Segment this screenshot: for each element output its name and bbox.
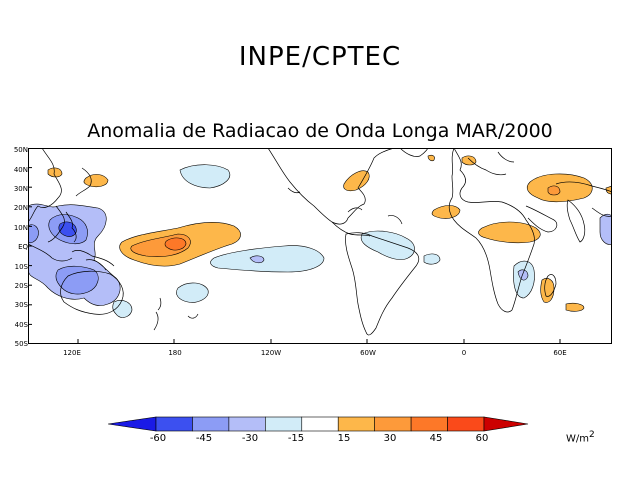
lon-label-60w: 60W xyxy=(360,349,376,357)
colorbar-segment xyxy=(155,416,193,432)
neg-anomaly-new-guinea-core xyxy=(55,265,99,295)
colorbar-low-arrow xyxy=(108,416,157,432)
colorbar-segment xyxy=(301,416,339,432)
lat-label-10n: 10N xyxy=(13,224,28,232)
neg-anomaly-india-east xyxy=(599,213,612,245)
lat-label-40n: 40N xyxy=(13,166,28,174)
neg-anomaly-eastern-pacific-band xyxy=(210,245,325,273)
pos-anomaly-madagascar xyxy=(540,278,555,303)
colorbar-segment xyxy=(265,416,303,432)
colorbar-segment xyxy=(374,416,412,432)
colorbar-units: W/m2 xyxy=(566,430,595,444)
units-power: 2 xyxy=(589,430,595,440)
colorbar-segment xyxy=(192,416,230,432)
lat-label-20s: 20S xyxy=(14,282,28,290)
colorbar-segment xyxy=(228,416,266,432)
colorbar-segment xyxy=(337,416,375,432)
pos-anomaly-japan xyxy=(83,174,109,188)
lat-label-eq: EQ xyxy=(18,243,28,251)
units-text: W/m xyxy=(566,433,589,445)
map-background xyxy=(28,148,612,344)
neg-anomaly-eastern-pacific-core xyxy=(249,255,265,264)
lon-label-120w: 120W xyxy=(260,349,282,357)
colorbar-label-minus60: -60 xyxy=(149,433,167,444)
lat-label-20n: 20N xyxy=(13,204,28,212)
pos-anomaly-india-west xyxy=(605,185,612,195)
colorbar-segment xyxy=(410,416,448,432)
pos-anomaly-south-indian xyxy=(565,302,585,312)
lat-label-40s: 40S xyxy=(14,321,28,329)
lon-label-180: 180 xyxy=(168,349,182,357)
neg-anomaly-southern-africa-core xyxy=(517,269,529,281)
colorbar-label-30: 30 xyxy=(383,433,397,444)
olr-anomaly-map xyxy=(28,148,612,344)
page-title: INPE/CPTEC xyxy=(238,42,402,72)
lon-label-60e: 60E xyxy=(553,349,567,357)
pos-anomaly-equatorial-africa xyxy=(478,221,541,244)
pos-anomaly-north-atlantic xyxy=(343,170,370,192)
lat-label-30n: 30N xyxy=(13,185,28,193)
colorbar-segment xyxy=(447,416,485,432)
pos-anomaly-central-pacific-max xyxy=(164,237,187,251)
neg-anomaly-south-america xyxy=(360,230,415,260)
lat-label-30s: 30S xyxy=(14,301,28,309)
neg-anomaly-north-pacific xyxy=(179,164,230,189)
lat-label-50n: 50N xyxy=(13,146,28,154)
neg-anomaly-atlantic xyxy=(423,253,441,265)
colorbar-label-15: 15 xyxy=(337,433,351,444)
pos-anomaly-middle-east-core xyxy=(547,185,561,196)
neg-anomaly-south-pacific xyxy=(176,282,209,303)
colorbar-high-arrow xyxy=(483,416,529,432)
colorbar-label-minus30: -30 xyxy=(241,433,259,444)
coastlines xyxy=(28,148,612,336)
colorbar-label-minus15: -15 xyxy=(287,433,305,444)
neg-anomaly-australia-sw xyxy=(112,300,133,318)
colorbar-label-minus45: -45 xyxy=(195,433,213,444)
lon-label-120e: 120E xyxy=(63,349,81,357)
lat-label-50s: 50S xyxy=(14,340,28,348)
colorbar-segments xyxy=(155,416,485,432)
pos-anomaly-europe xyxy=(461,155,477,166)
lon-label-0: 0 xyxy=(461,349,467,357)
anomaly-shading xyxy=(28,154,612,318)
neg-anomaly-indian-ocean-west xyxy=(28,224,39,244)
lat-label-10s: 10S xyxy=(14,263,28,271)
map-subtitle: Anomalia de Radiacao de Onda Longa MAR/2… xyxy=(87,120,553,142)
colorbar xyxy=(108,416,529,432)
pos-anomaly-mid-pacific-north xyxy=(427,154,435,162)
map-tick-marks xyxy=(28,167,561,344)
colorbar-label-45: 45 xyxy=(429,433,443,444)
pos-anomaly-middle-east xyxy=(526,173,593,203)
colorbar-label-60: 60 xyxy=(475,433,489,444)
